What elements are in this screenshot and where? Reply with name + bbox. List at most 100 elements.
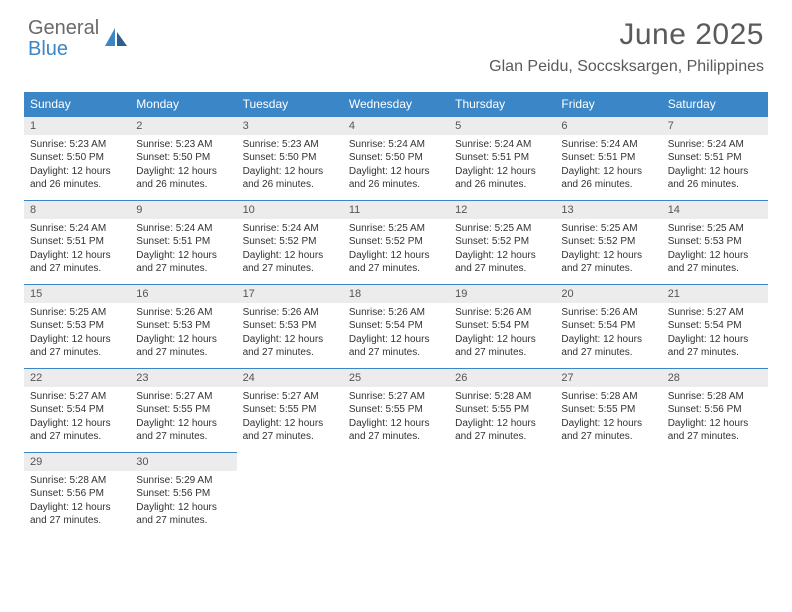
- daylight-text: Daylight: 12 hours and 27 minutes.: [30, 417, 124, 444]
- day-detail: Sunrise: 5:25 AMSunset: 5:52 PMDaylight:…: [449, 219, 555, 285]
- daylight-text: Daylight: 12 hours and 26 minutes.: [455, 165, 549, 192]
- sunset-text: Sunset: 5:52 PM: [561, 235, 655, 249]
- day-detail: [555, 471, 661, 537]
- sail-icon: [103, 26, 129, 53]
- day-number: 27: [555, 369, 661, 387]
- day-detail: Sunrise: 5:27 AMSunset: 5:55 PMDaylight:…: [343, 387, 449, 453]
- sunset-text: Sunset: 5:52 PM: [349, 235, 443, 249]
- sunrise-text: Sunrise: 5:23 AM: [30, 138, 124, 152]
- sunrise-text: Sunrise: 5:24 AM: [561, 138, 655, 152]
- sunset-text: Sunset: 5:56 PM: [30, 487, 124, 501]
- daylight-text: Daylight: 12 hours and 27 minutes.: [668, 249, 762, 276]
- sunrise-text: Sunrise: 5:25 AM: [561, 222, 655, 236]
- sunset-text: Sunset: 5:55 PM: [349, 403, 443, 417]
- day-detail: Sunrise: 5:25 AMSunset: 5:52 PMDaylight:…: [343, 219, 449, 285]
- sunrise-text: Sunrise: 5:28 AM: [30, 474, 124, 488]
- day-number: 21: [662, 285, 768, 303]
- daylight-text: Daylight: 12 hours and 27 minutes.: [455, 333, 549, 360]
- daylight-text: Daylight: 12 hours and 27 minutes.: [30, 501, 124, 528]
- week-detail-row: Sunrise: 5:23 AMSunset: 5:50 PMDaylight:…: [24, 135, 768, 201]
- day-number: 1: [24, 117, 130, 135]
- day-detail: Sunrise: 5:25 AMSunset: 5:52 PMDaylight:…: [555, 219, 661, 285]
- sunrise-text: Sunrise: 5:24 AM: [30, 222, 124, 236]
- day-number: 14: [662, 201, 768, 219]
- day-number: 23: [130, 369, 236, 387]
- week-number-row: 15161718192021: [24, 285, 768, 303]
- sunset-text: Sunset: 5:55 PM: [243, 403, 337, 417]
- day-number: 28: [662, 369, 768, 387]
- day-detail: Sunrise: 5:27 AMSunset: 5:54 PMDaylight:…: [662, 303, 768, 369]
- sunset-text: Sunset: 5:53 PM: [243, 319, 337, 333]
- day-detail: Sunrise: 5:27 AMSunset: 5:55 PMDaylight:…: [237, 387, 343, 453]
- logo: General Blue: [28, 18, 129, 60]
- day-number: 5: [449, 117, 555, 135]
- calendar-table: Sunday Monday Tuesday Wednesday Thursday…: [24, 92, 768, 537]
- day-detail: Sunrise: 5:24 AMSunset: 5:51 PMDaylight:…: [555, 135, 661, 201]
- daylight-text: Daylight: 12 hours and 26 minutes.: [243, 165, 337, 192]
- day-detail: Sunrise: 5:25 AMSunset: 5:53 PMDaylight:…: [24, 303, 130, 369]
- day-number: 13: [555, 201, 661, 219]
- sunrise-text: Sunrise: 5:26 AM: [243, 306, 337, 320]
- daylight-text: Daylight: 12 hours and 26 minutes.: [561, 165, 655, 192]
- week-detail-row: Sunrise: 5:25 AMSunset: 5:53 PMDaylight:…: [24, 303, 768, 369]
- daylight-text: Daylight: 12 hours and 26 minutes.: [349, 165, 443, 192]
- sunset-text: Sunset: 5:54 PM: [561, 319, 655, 333]
- sunrise-text: Sunrise: 5:27 AM: [243, 390, 337, 404]
- day-number: 22: [24, 369, 130, 387]
- day-number: [555, 453, 661, 471]
- sunrise-text: Sunrise: 5:28 AM: [668, 390, 762, 404]
- sunrise-text: Sunrise: 5:27 AM: [668, 306, 762, 320]
- daylight-text: Daylight: 12 hours and 27 minutes.: [349, 333, 443, 360]
- daylight-text: Daylight: 12 hours and 27 minutes.: [243, 417, 337, 444]
- day-detail: [662, 471, 768, 537]
- week-number-row: 1234567: [24, 117, 768, 135]
- daylight-text: Daylight: 12 hours and 27 minutes.: [349, 417, 443, 444]
- sunrise-text: Sunrise: 5:24 AM: [136, 222, 230, 236]
- day-detail: Sunrise: 5:25 AMSunset: 5:53 PMDaylight:…: [662, 219, 768, 285]
- month-title: June 2025: [489, 18, 764, 52]
- location: Glan Peidu, Soccsksargen, Philippines: [489, 58, 764, 76]
- day-detail: Sunrise: 5:24 AMSunset: 5:52 PMDaylight:…: [237, 219, 343, 285]
- sunset-text: Sunset: 5:54 PM: [455, 319, 549, 333]
- sunrise-text: Sunrise: 5:24 AM: [349, 138, 443, 152]
- day-number: 25: [343, 369, 449, 387]
- day-number: 17: [237, 285, 343, 303]
- day-detail: Sunrise: 5:26 AMSunset: 5:53 PMDaylight:…: [130, 303, 236, 369]
- day-detail: Sunrise: 5:24 AMSunset: 5:50 PMDaylight:…: [343, 135, 449, 201]
- sunset-text: Sunset: 5:51 PM: [561, 151, 655, 165]
- day-detail: [449, 471, 555, 537]
- sunset-text: Sunset: 5:53 PM: [136, 319, 230, 333]
- day-number: [237, 453, 343, 471]
- day-number: 12: [449, 201, 555, 219]
- sunset-text: Sunset: 5:52 PM: [455, 235, 549, 249]
- sunset-text: Sunset: 5:53 PM: [668, 235, 762, 249]
- logo-word-blue: Blue: [28, 38, 68, 60]
- sunset-text: Sunset: 5:50 PM: [136, 151, 230, 165]
- day-detail: Sunrise: 5:26 AMSunset: 5:53 PMDaylight:…: [237, 303, 343, 369]
- sunset-text: Sunset: 5:55 PM: [561, 403, 655, 417]
- sunrise-text: Sunrise: 5:25 AM: [455, 222, 549, 236]
- day-number: [449, 453, 555, 471]
- sunset-text: Sunset: 5:51 PM: [30, 235, 124, 249]
- day-number: 24: [237, 369, 343, 387]
- sunrise-text: Sunrise: 5:26 AM: [455, 306, 549, 320]
- daylight-text: Daylight: 12 hours and 27 minutes.: [668, 333, 762, 360]
- sunrise-text: Sunrise: 5:23 AM: [243, 138, 337, 152]
- sunrise-text: Sunrise: 5:24 AM: [668, 138, 762, 152]
- week-number-row: 2930: [24, 453, 768, 471]
- day-of-week-row: Sunday Monday Tuesday Wednesday Thursday…: [24, 92, 768, 117]
- day-detail: Sunrise: 5:26 AMSunset: 5:54 PMDaylight:…: [449, 303, 555, 369]
- sunset-text: Sunset: 5:54 PM: [349, 319, 443, 333]
- day-number: 3: [237, 117, 343, 135]
- sunrise-text: Sunrise: 5:27 AM: [136, 390, 230, 404]
- day-number: 30: [130, 453, 236, 471]
- sunrise-text: Sunrise: 5:28 AM: [455, 390, 549, 404]
- sunset-text: Sunset: 5:56 PM: [136, 487, 230, 501]
- daylight-text: Daylight: 12 hours and 26 minutes.: [136, 165, 230, 192]
- sunrise-text: Sunrise: 5:29 AM: [136, 474, 230, 488]
- day-detail: Sunrise: 5:28 AMSunset: 5:56 PMDaylight:…: [24, 471, 130, 537]
- daylight-text: Daylight: 12 hours and 26 minutes.: [30, 165, 124, 192]
- sunset-text: Sunset: 5:55 PM: [455, 403, 549, 417]
- day-detail: Sunrise: 5:24 AMSunset: 5:51 PMDaylight:…: [24, 219, 130, 285]
- daylight-text: Daylight: 12 hours and 27 minutes.: [455, 249, 549, 276]
